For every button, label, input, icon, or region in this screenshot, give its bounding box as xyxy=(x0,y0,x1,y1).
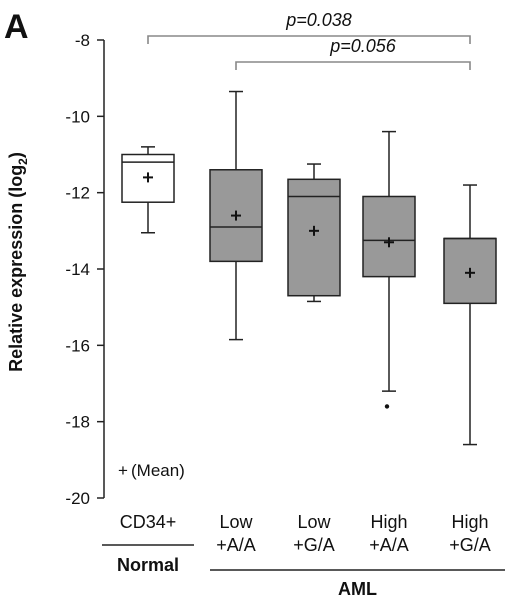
significance-bracket xyxy=(147,35,471,44)
group-label: Normal xyxy=(117,555,179,575)
x-tick-label-line2: +A/A xyxy=(369,535,409,555)
x-tick-label-line1: Low xyxy=(219,512,253,532)
y-ticks: -20 -18 -16 -14 -12 -10 -8 xyxy=(65,31,104,508)
y-axis-label: Relative expression (log2) xyxy=(6,152,30,372)
box-2 xyxy=(287,163,341,303)
x-tick-label-line2: +A/A xyxy=(216,535,256,555)
x-tick-label-line1: CD34+ xyxy=(120,512,177,532)
y-tick-label: -12 xyxy=(65,184,90,203)
x-tick-label-line1: Low xyxy=(297,512,331,532)
box-0 xyxy=(121,146,175,234)
p-value-label: p=0.038 xyxy=(285,10,352,30)
y-tick-label: -10 xyxy=(65,107,90,126)
group-label: AML xyxy=(338,579,377,599)
outlier-point xyxy=(384,404,390,409)
significance-bracket xyxy=(235,61,471,70)
x-tick-label-line2: +G/A xyxy=(449,535,491,555)
x-tick-label-line1: High xyxy=(451,512,488,532)
y-tick-label: -16 xyxy=(65,336,90,355)
box-3 xyxy=(362,130,416,409)
panel-label: A xyxy=(4,8,29,46)
y-tick-label: -14 xyxy=(65,260,90,279)
box-iqr xyxy=(362,195,416,278)
legend-mean-symbol: + xyxy=(118,461,128,480)
x-tick-label-line2: +G/A xyxy=(293,535,335,555)
group-labels: Normal AML xyxy=(102,544,505,599)
box-1 xyxy=(209,90,263,341)
p-value-label: p=0.056 xyxy=(329,36,397,56)
significance-brackets: p=0.038 p=0.056 xyxy=(147,10,471,70)
legend-mean-text: (Mean) xyxy=(131,461,185,480)
boxes xyxy=(121,90,497,446)
x-tick-labels: CD34+ Low +A/A Low +G/A High +A/A High +G/A xyxy=(120,512,491,555)
y-tick-label: -20 xyxy=(65,489,90,508)
box-4 xyxy=(443,184,497,446)
legend: + (Mean) xyxy=(118,461,185,480)
x-tick-label-line1: High xyxy=(370,512,407,532)
box-iqr xyxy=(287,178,341,297)
y-tick-label: -18 xyxy=(65,413,90,432)
y-tick-label: -8 xyxy=(75,31,90,50)
